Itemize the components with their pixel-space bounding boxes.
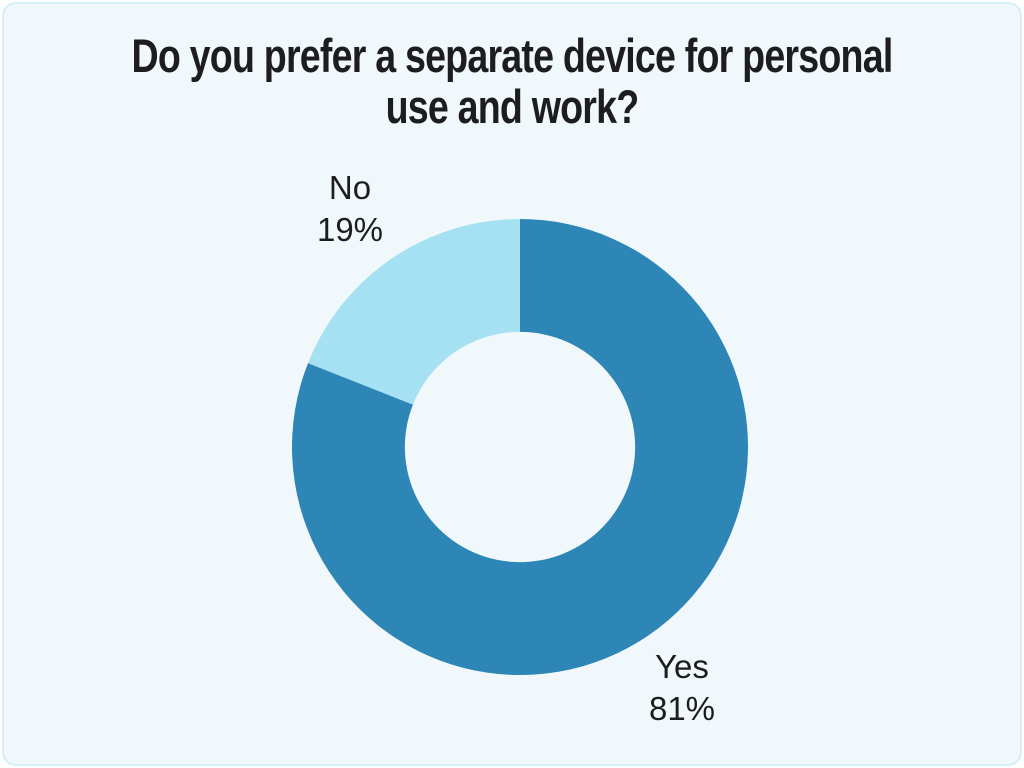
segment-label-yes-percent: 81% [648,690,716,727]
donut-segment-yes [292,219,748,675]
chart-title-line-2: use and work? [385,80,640,133]
chart-title: Do you prefer a separate device for pers… [4,30,1020,132]
segment-label-no-text: No [328,169,372,206]
donut-segment-no [308,219,520,405]
segment-label-yes-text: Yes [655,648,709,685]
segment-label-no-percent: 19% [316,211,384,248]
donut-svg [292,219,748,675]
segment-label-yes: Yes 81% [582,646,782,730]
segment-label-no: No 19% [250,167,450,251]
donut-chart [290,217,750,677]
chart-title-line-1: Do you prefer a separate device for pers… [131,29,894,82]
